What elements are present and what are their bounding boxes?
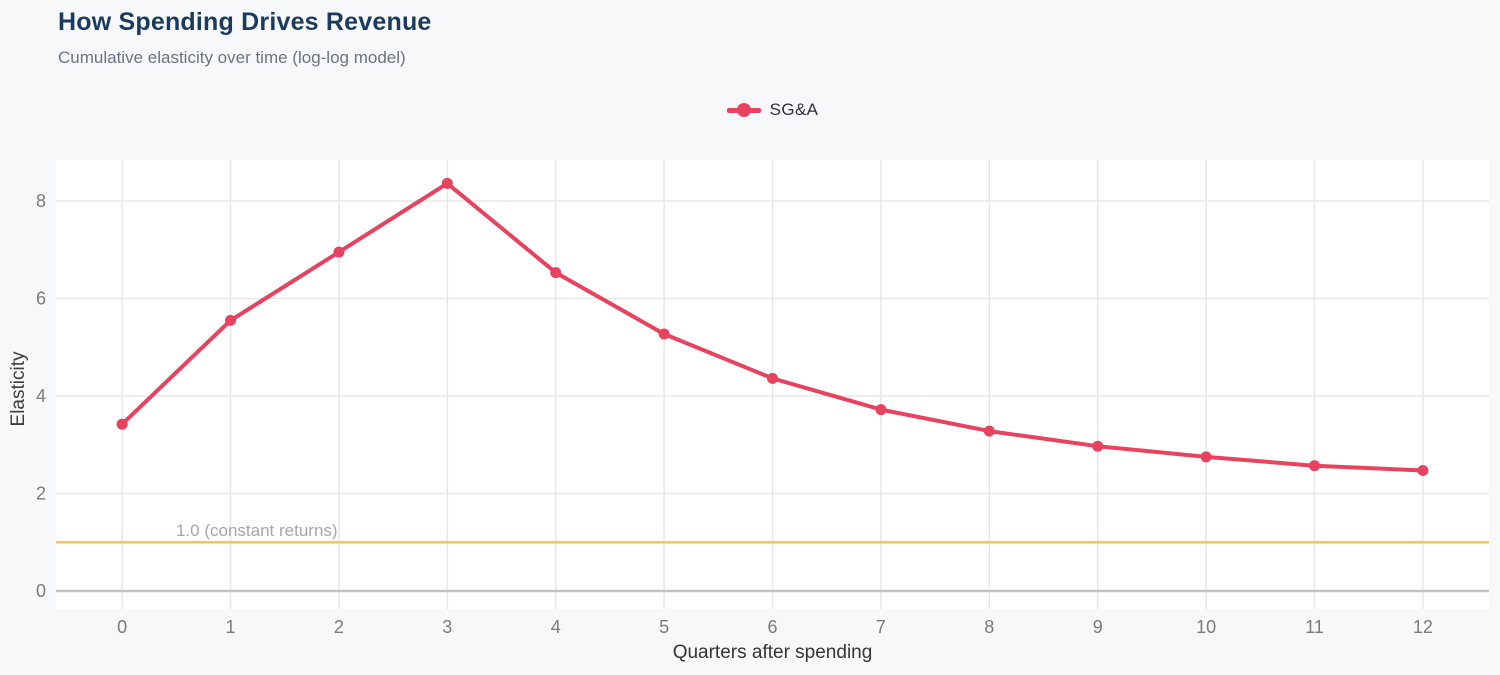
x-tick-label: 12	[1413, 617, 1433, 637]
data-point	[116, 418, 128, 430]
y-axis-title: Elasticity	[8, 351, 29, 427]
data-point	[333, 246, 345, 258]
x-axis-title: Quarters after spending	[672, 642, 873, 663]
data-point	[1417, 465, 1429, 476]
y-tick-label: 2	[36, 484, 46, 504]
x-tick-label: 2	[334, 617, 344, 637]
x-tick-label: 11	[1305, 617, 1324, 637]
x-tick-label: 0	[117, 617, 127, 637]
data-point	[225, 314, 236, 326]
data-point	[441, 177, 453, 189]
data-point	[658, 328, 670, 340]
data-point	[767, 372, 778, 384]
legend-dot-swatch	[736, 103, 751, 117]
y-tick-label: 6	[36, 289, 46, 309]
legend-series-marker-icon	[726, 103, 761, 117]
x-tick-label: 3	[442, 617, 452, 637]
x-tick-label: 8	[984, 617, 994, 637]
legend: SG&A	[56, 97, 1489, 123]
x-tick-label: 5	[659, 617, 669, 637]
x-tick-label: 6	[767, 617, 777, 637]
x-tick-label: 10	[1196, 617, 1216, 637]
data-point	[875, 404, 887, 416]
x-tick-label: 1	[225, 617, 235, 637]
chart-title: How Spending Drives Revenue	[58, 8, 432, 36]
data-point	[1092, 440, 1104, 452]
data-point	[1200, 451, 1212, 463]
y-tick-label: 8	[36, 191, 46, 211]
legend-item-sga[interactable]: SG&A	[769, 100, 819, 119]
data-point	[1309, 460, 1320, 472]
chart-subtitle: Cumulative elasticity over time (log-log…	[58, 48, 406, 67]
y-tick-label: 0	[36, 581, 46, 601]
x-tick-label: 7	[876, 617, 886, 637]
data-point	[983, 425, 995, 437]
x-tick-label: 4	[551, 617, 561, 637]
y-tick-label: 4	[36, 386, 46, 406]
x-tick-label: 9	[1093, 617, 1103, 637]
reference-line-annotation: 1.0 (constant returns)	[176, 521, 338, 540]
data-point	[550, 267, 562, 279]
